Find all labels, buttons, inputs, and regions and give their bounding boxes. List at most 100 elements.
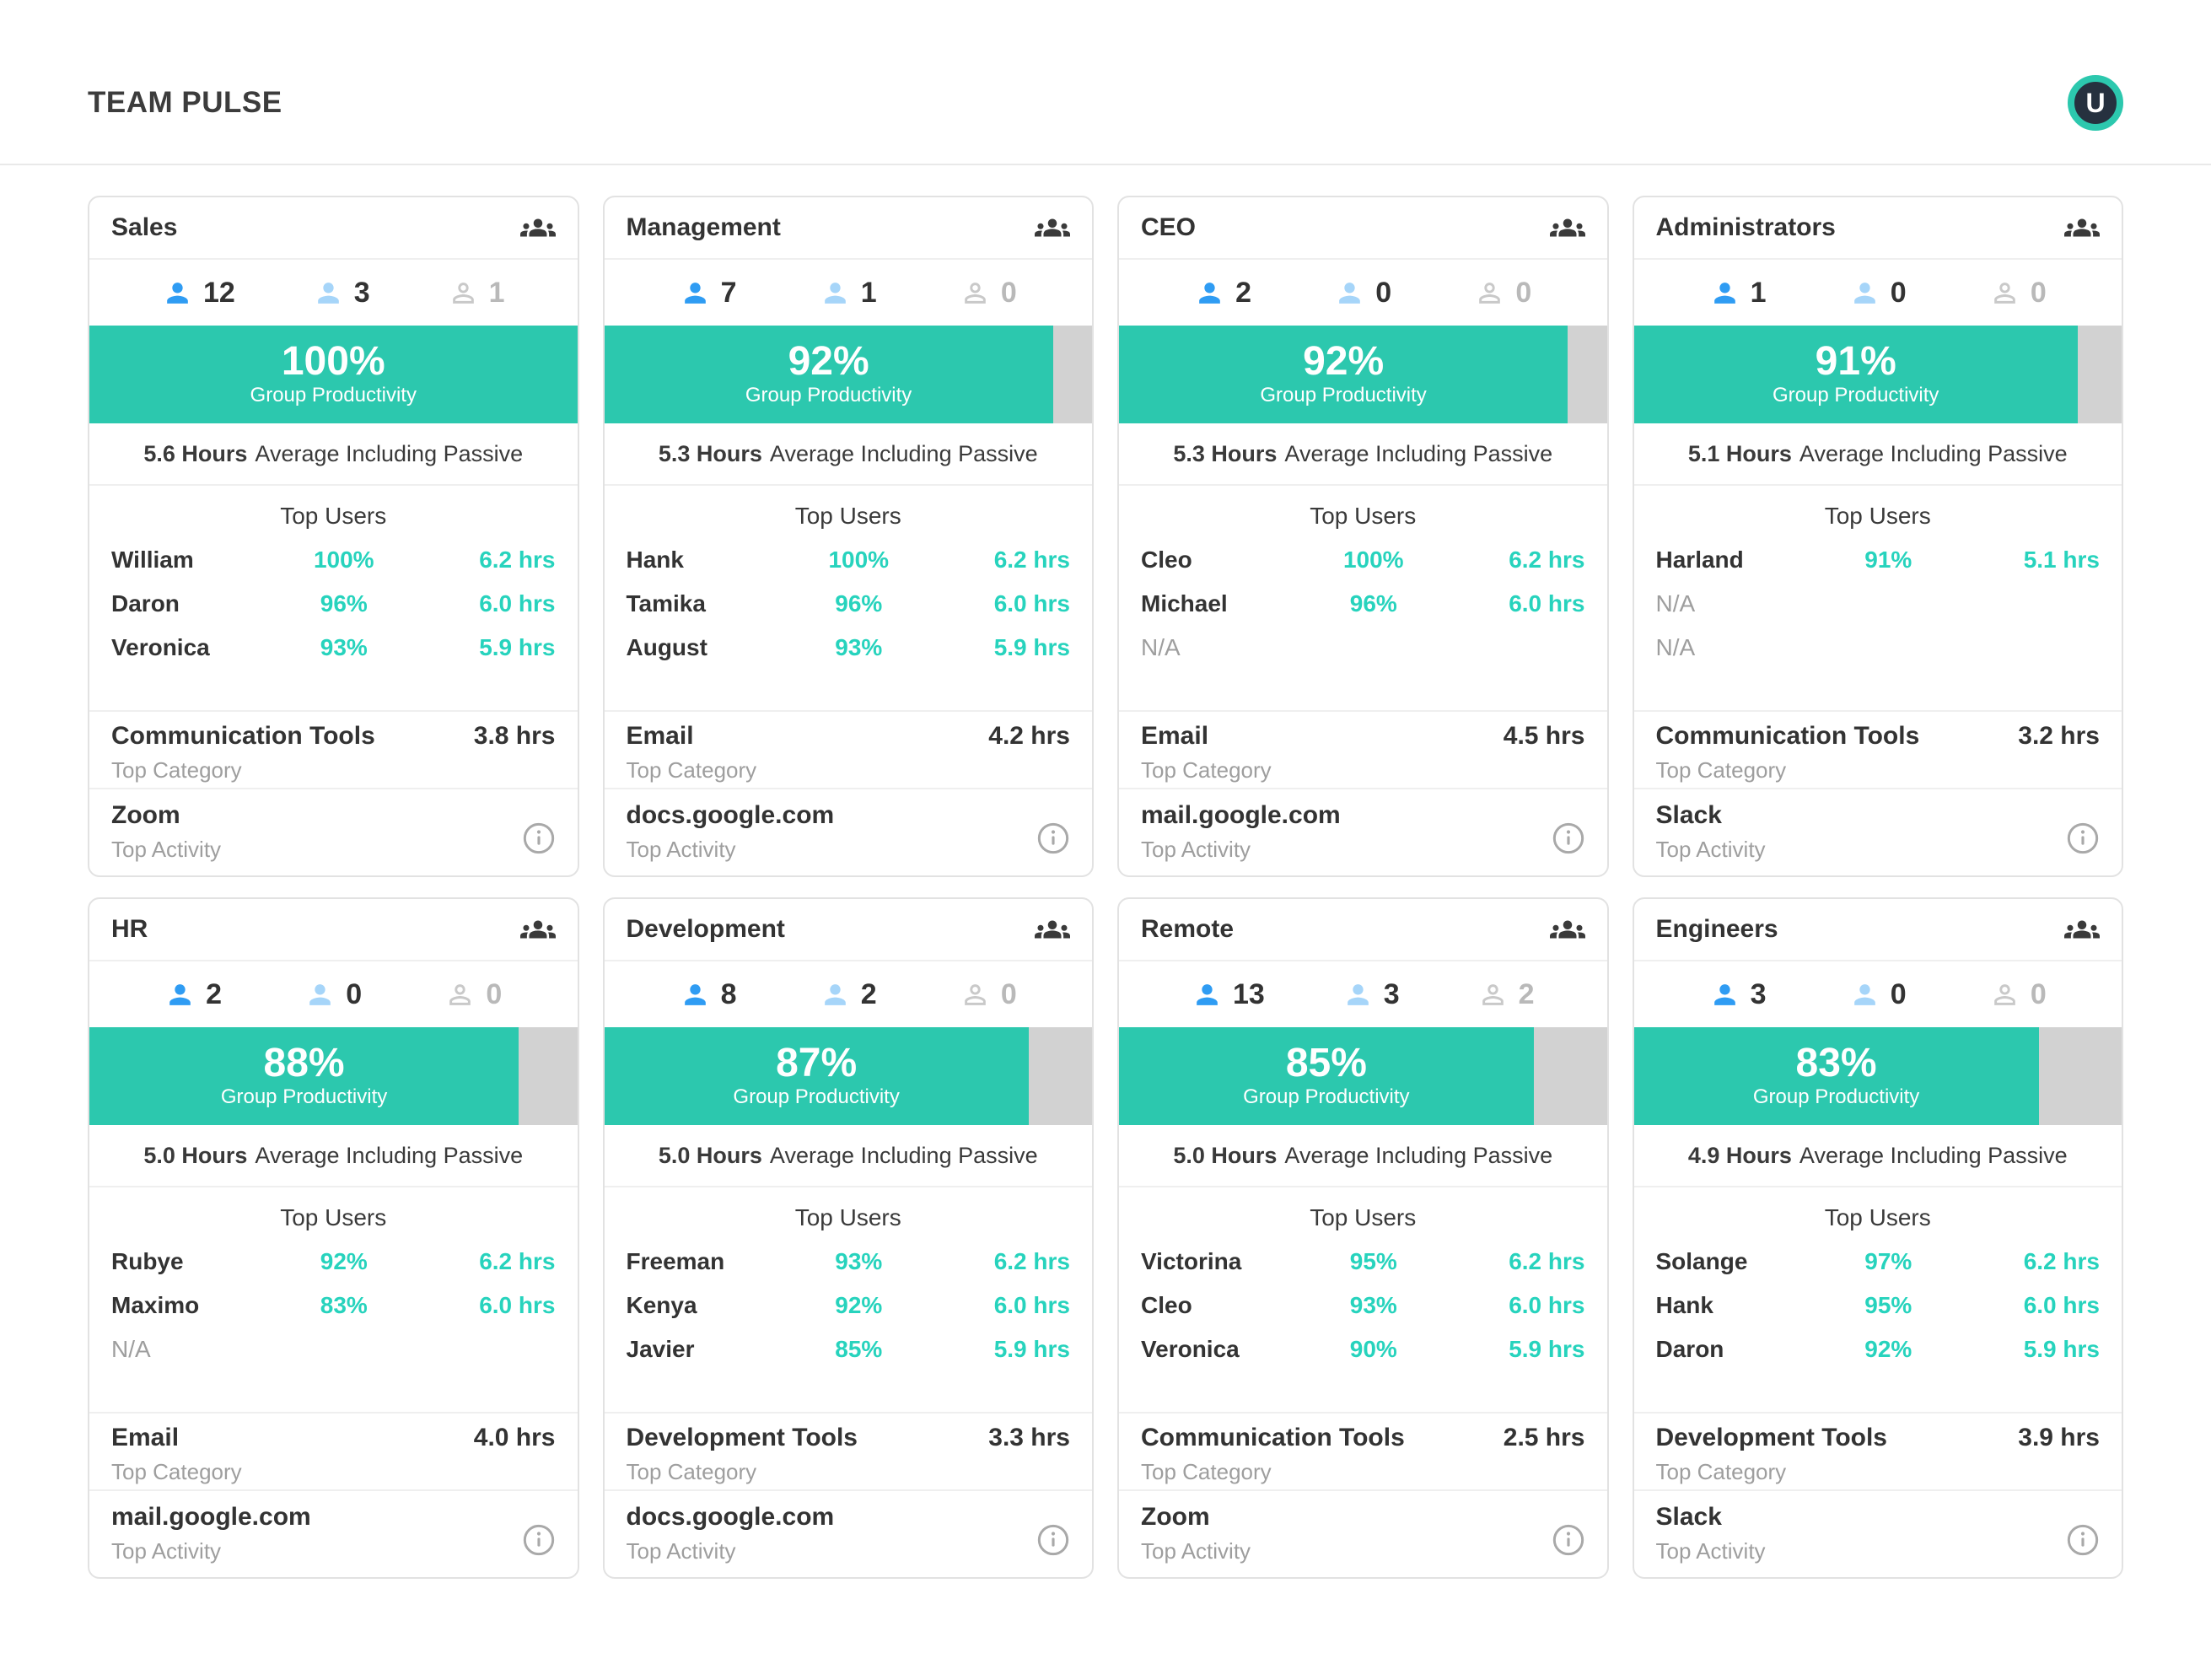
top-user-percent: 92% — [320, 1248, 368, 1274]
groups-icon[interactable] — [519, 912, 556, 947]
top-user-name: August — [626, 634, 707, 660]
top-user-name: Tamika — [626, 590, 706, 617]
top-activity-name: docs.google.com — [626, 1503, 835, 1531]
top-user-percent: 95% — [1349, 1248, 1397, 1274]
productivity-percent: 83% — [1795, 1041, 1877, 1086]
average-hours-value: 5.6 Hours — [143, 440, 248, 466]
offline-users-count: 0 — [444, 978, 502, 1011]
average-hours-row: 5.3 Hours Average Including Passive — [1119, 423, 1607, 486]
groups-icon[interactable] — [519, 210, 556, 245]
active-users-count: 3 — [1709, 978, 1767, 1011]
top-user-hours: 6.2 hrs — [993, 547, 1070, 573]
top-category-label: Top Category — [626, 1459, 757, 1484]
top-category-label: Top Category — [1655, 1459, 1787, 1484]
user-counts-row: 2 0 0 — [89, 961, 578, 1027]
team-card: Management 7 1 0 — [602, 196, 1094, 877]
team-name: Remote — [1141, 915, 1235, 943]
top-user-row: N/A — [1141, 626, 1585, 670]
offline-users-count: 0 — [1989, 277, 2047, 310]
offline-users-count: 2 — [1477, 978, 1535, 1011]
info-icon[interactable] — [1552, 821, 1585, 855]
info-icon[interactable] — [2066, 1523, 2100, 1557]
top-activity-section: Zoom Top Activity — [89, 789, 578, 875]
top-user-hours: 5.9 hrs — [993, 634, 1070, 660]
info-icon[interactable] — [522, 821, 556, 855]
team-card: Administrators 1 0 0 — [1632, 196, 2123, 877]
idle-users-count: 2 — [820, 978, 877, 1011]
user-avatar[interactable]: U — [2068, 75, 2123, 131]
person-outline-icon — [960, 277, 991, 309]
productivity-bar-fill: 100% Group Productivity — [89, 326, 578, 423]
average-hours-label: Average Including Passive — [1799, 1142, 2068, 1168]
top-user-row: N/A — [111, 1327, 556, 1371]
groups-icon[interactable] — [1035, 210, 1070, 245]
info-icon[interactable] — [1036, 1523, 1070, 1557]
idle-count-value: 0 — [1375, 276, 1392, 309]
groups-icon[interactable] — [1549, 912, 1585, 947]
info-icon[interactable] — [1552, 1523, 1585, 1557]
groups-icon[interactable] — [2064, 912, 2100, 947]
top-category-section: Communication Tools 3.2 hrs Top Category — [1633, 712, 2122, 789]
info-icon[interactable] — [2066, 821, 2100, 855]
productivity-percent: 91% — [1815, 339, 1896, 385]
productivity-bar-fill: 87% Group Productivity — [604, 1027, 1029, 1125]
person-icon — [680, 979, 711, 1010]
top-user-hours: 6.2 hrs — [993, 1248, 1070, 1274]
top-user-name: Daron — [111, 590, 180, 617]
info-icon[interactable] — [522, 1523, 556, 1557]
person-outline-icon — [960, 979, 991, 1010]
top-user-percent: 93% — [320, 634, 368, 660]
person-icon — [162, 277, 193, 309]
info-icon[interactable] — [1036, 821, 1070, 855]
person-outline-icon — [448, 277, 479, 309]
top-activity-label: Top Activity — [1141, 837, 1251, 862]
top-category-label: Top Category — [1141, 1459, 1272, 1484]
idle-users-count: 0 — [1849, 277, 1907, 310]
top-activity-name: mail.google.com — [111, 1503, 311, 1531]
top-category-hours: 3.2 hrs — [2018, 722, 2100, 750]
top-activity-name: Zoom — [1141, 1503, 1210, 1531]
person-icon — [680, 277, 711, 309]
top-category-hours: 4.2 hrs — [988, 722, 1070, 750]
offline-count-value: 0 — [2030, 977, 2047, 1010]
groups-icon[interactable] — [1549, 210, 1585, 245]
top-user-hours: 5.9 hrs — [479, 634, 556, 660]
top-user-percent: 92% — [1864, 1336, 1912, 1362]
top-users-title: Top Users — [794, 1204, 901, 1230]
team-name: Administrators — [1655, 213, 1836, 241]
groups-icon[interactable] — [1035, 912, 1070, 947]
top-user-percent: 100% — [1342, 547, 1404, 573]
idle-count-value: 1 — [860, 276, 877, 309]
person-outline-icon — [1477, 979, 1509, 1010]
productivity-percent: 100% — [281, 339, 385, 385]
top-user-hours: 6.0 hrs — [479, 1292, 556, 1318]
top-users-section: Top Users Cleo 100% 6.2 hrs Michael 96% 6.0 h… — [1119, 486, 1607, 712]
person-icon — [1709, 277, 1740, 309]
average-hours-value: 5.3 Hours — [658, 440, 762, 466]
productivity-bar: 88% Group Productivity — [89, 1027, 578, 1125]
top-user-name: Cleo — [1141, 547, 1192, 573]
productivity-bar-fill: 92% Group Productivity — [604, 326, 1053, 423]
idle-count-value: 3 — [1383, 977, 1400, 1010]
top-user-hours: 5.9 hrs — [993, 1336, 1070, 1362]
average-hours-label: Average Including Passive — [1284, 440, 1553, 466]
top-activity-name: mail.google.com — [1141, 801, 1341, 829]
top-category-name: Email — [111, 1424, 180, 1451]
top-users-section: Top Users Rubye 92% 6.2 hrs Maximo 83% 6.0 hr… — [89, 1187, 578, 1413]
groups-icon[interactable] — [2064, 210, 2100, 245]
active-count-value: 2 — [1235, 276, 1252, 309]
person-icon — [164, 979, 196, 1010]
top-user-row: August 93% 5.9 hrs — [627, 626, 1071, 670]
top-activity-name: Zoom — [111, 801, 180, 829]
productivity-bar-fill: 83% Group Productivity — [1633, 1027, 2039, 1125]
top-user-name: Freeman — [626, 1248, 725, 1274]
person-icon — [1194, 277, 1225, 309]
top-user-row: Solange 97% 6.2 hrs — [1656, 1240, 2101, 1284]
active-users-count: 1 — [1709, 277, 1767, 310]
top-user-hours: 6.0 hrs — [1509, 590, 1585, 617]
team-card: Engineers 3 0 0 — [1632, 897, 2123, 1579]
top-user-percent: 92% — [835, 1292, 883, 1318]
top-user-row: Freeman 93% 6.2 hrs — [627, 1240, 1071, 1284]
person-outline-icon — [1474, 277, 1505, 309]
top-user-hours: 6.0 hrs — [479, 590, 556, 617]
